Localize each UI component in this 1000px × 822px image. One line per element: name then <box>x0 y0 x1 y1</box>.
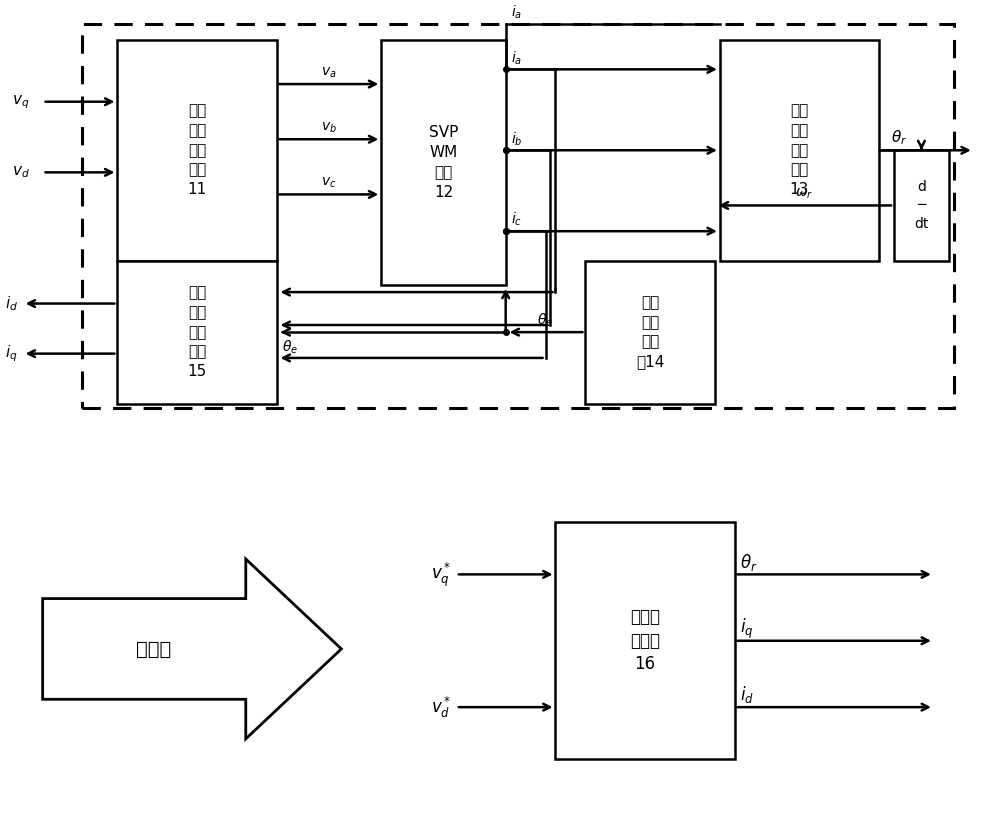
Text: $i_a$: $i_a$ <box>511 49 522 67</box>
Text: $\theta_r$: $\theta_r$ <box>891 129 907 147</box>
Text: 驱动电
机系统
16: 驱动电 机系统 16 <box>630 608 660 673</box>
Text: $\theta_e$: $\theta_e$ <box>537 312 554 330</box>
Text: $v_d^*$: $v_d^*$ <box>431 695 451 720</box>
Text: $v_d$: $v_d$ <box>12 164 30 180</box>
Bar <box>117 40 277 261</box>
Text: 等效为: 等效为 <box>136 640 171 658</box>
Text: $i_c$: $i_c$ <box>511 211 522 229</box>
Bar <box>555 522 735 760</box>
Text: 电压
坐标
转换
模块
11: 电压 坐标 转换 模块 11 <box>187 104 207 197</box>
Text: $v_b$: $v_b$ <box>321 121 337 135</box>
Text: $\theta_e$: $\theta_e$ <box>282 338 298 356</box>
Text: $v_a$: $v_a$ <box>321 66 337 80</box>
Bar <box>585 261 715 404</box>
Text: 磁通
角估
计模
块14: 磁通 角估 计模 块14 <box>636 295 664 369</box>
Text: $i_q$: $i_q$ <box>5 344 18 364</box>
Text: $v_q$: $v_q$ <box>12 93 30 110</box>
Text: $i_d$: $i_d$ <box>5 294 18 313</box>
Text: 永磁
同步
电机
模块
13: 永磁 同步 电机 模块 13 <box>790 104 809 197</box>
Text: $i_a$: $i_a$ <box>511 3 522 21</box>
Text: d
─
dt: d ─ dt <box>914 180 929 231</box>
Text: $v_q^*$: $v_q^*$ <box>431 561 451 589</box>
Polygon shape <box>43 559 341 739</box>
Text: $i_q$: $i_q$ <box>740 616 753 640</box>
Text: SVP
WM
模块
12: SVP WM 模块 12 <box>429 125 458 200</box>
Text: 电流
坐标
转换
模块
15: 电流 坐标 转换 模块 15 <box>187 285 207 379</box>
Bar <box>381 40 506 285</box>
Bar <box>117 261 277 404</box>
Text: $\theta_r$: $\theta_r$ <box>740 552 757 573</box>
Bar <box>894 150 949 261</box>
Text: $i_d$: $i_d$ <box>740 685 754 705</box>
Text: $\omega_r$: $\omega_r$ <box>795 187 813 201</box>
Text: $v_c$: $v_c$ <box>321 176 337 190</box>
Bar <box>82 24 954 408</box>
Bar <box>720 40 879 261</box>
Text: $i_b$: $i_b$ <box>511 130 522 147</box>
